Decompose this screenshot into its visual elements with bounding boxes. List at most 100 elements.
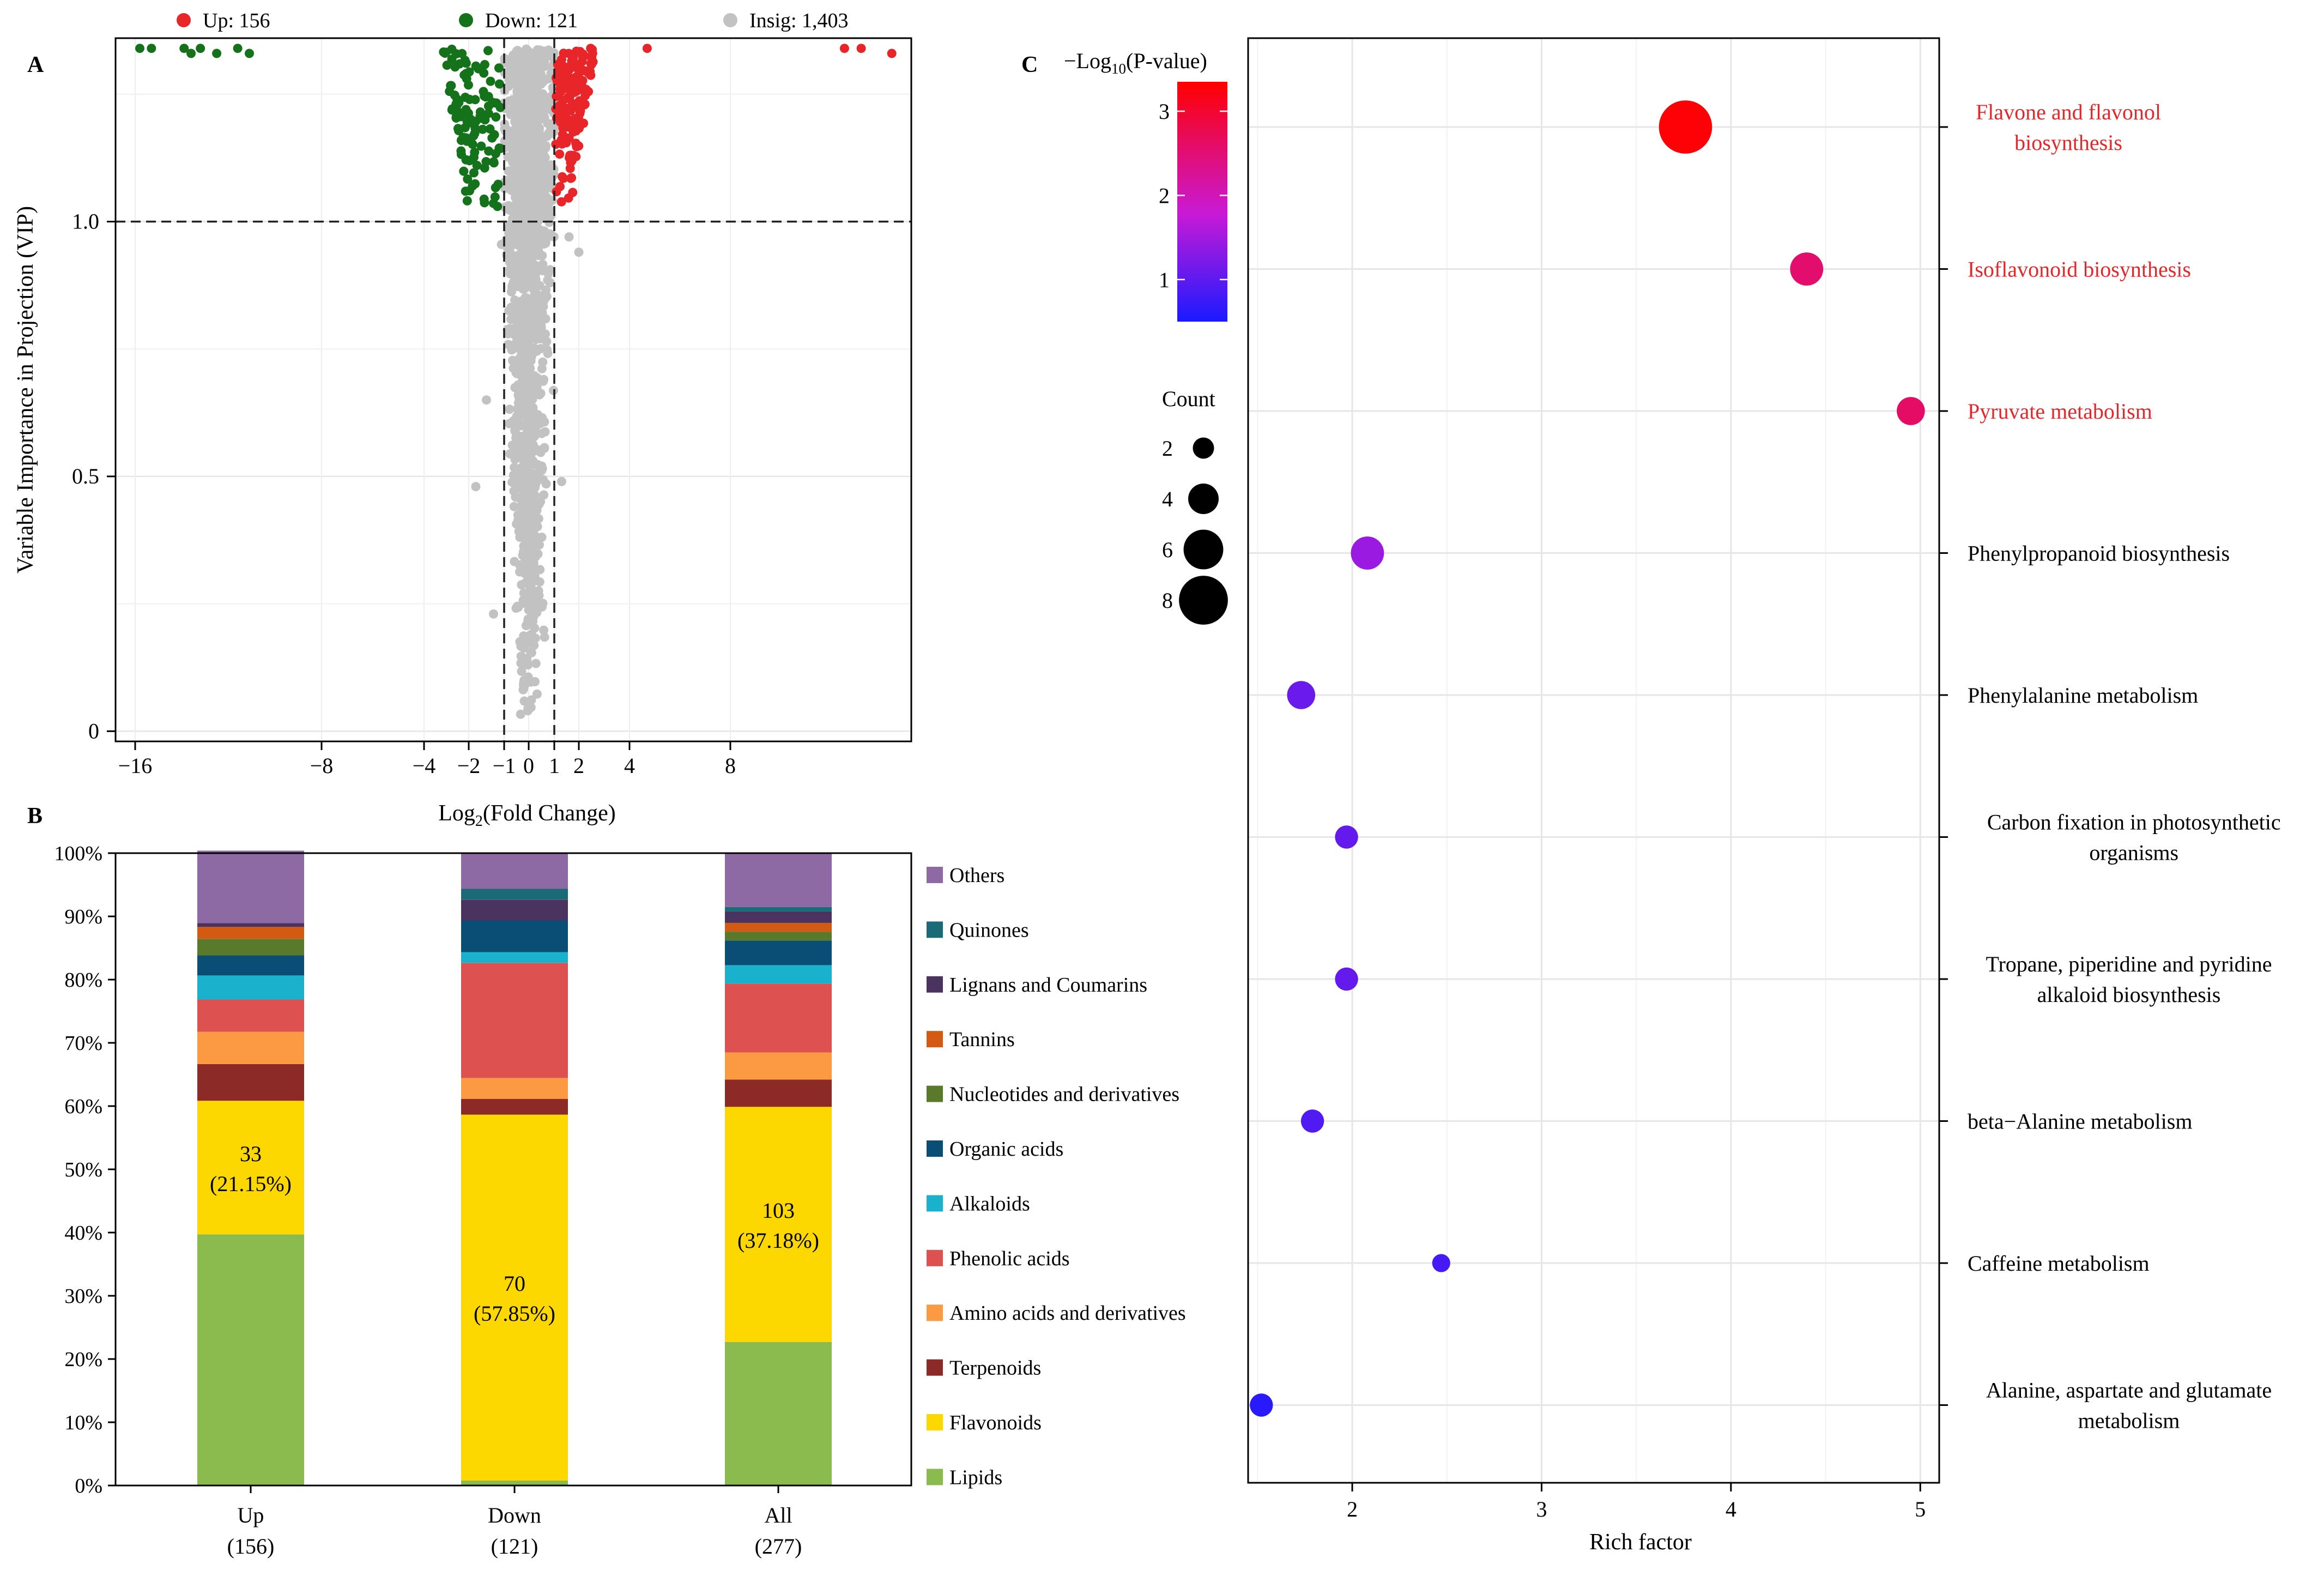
insig-point xyxy=(513,321,523,331)
insig-point xyxy=(531,659,541,668)
bar-annotation-percent: (57.85%) xyxy=(474,1301,555,1326)
volcano-x-tick-label: 2 xyxy=(573,753,584,778)
volcano-x-axis-title: Log2(Fold Change) xyxy=(438,801,615,830)
colorbar-title-rest: (P-value) xyxy=(1126,49,1207,73)
size-legend-label: 2 xyxy=(1162,436,1173,461)
insig-point xyxy=(528,482,537,492)
volcano-x-tick-label: −4 xyxy=(413,753,436,778)
pathway-label: Carbon fixation in photosynthetic organis… xyxy=(1987,810,2281,865)
volcano-x-tick-label: −2 xyxy=(457,753,481,778)
bar-legend: Others Quinones Lignans and Coumarins Tanni… xyxy=(927,864,1186,1489)
insig-point xyxy=(510,152,519,162)
colorbar-title-log: −Log xyxy=(1064,49,1111,73)
insig-point xyxy=(516,642,526,651)
insig-point xyxy=(536,180,546,190)
bar-annotation-count: 70 xyxy=(504,1271,525,1296)
legend-marker-down xyxy=(459,13,473,27)
insig-point xyxy=(489,609,498,619)
volcano-x-tick-label: 0 xyxy=(523,753,534,778)
down-point xyxy=(483,101,493,111)
bar-x-ticks: Up (156) Down (121) All (277) xyxy=(227,1486,802,1559)
pathway-label: Phenylpropanoid biosynthesis xyxy=(1968,541,2230,566)
insig-point xyxy=(482,395,491,405)
up-point xyxy=(887,49,897,58)
x-title-sub: 2 xyxy=(475,813,483,830)
bubble-x-tick-label: 3 xyxy=(1536,1497,1547,1521)
up-point xyxy=(561,114,571,124)
insig-point xyxy=(532,689,542,699)
legend-label: Lipids xyxy=(949,1466,1002,1489)
insig-point xyxy=(519,487,529,497)
insig-point xyxy=(530,677,540,686)
insig-point xyxy=(526,251,536,261)
bar-segment-lipids xyxy=(725,1342,832,1486)
bar-y-tick-label: 50% xyxy=(64,1158,102,1181)
down-point xyxy=(472,161,482,170)
insig-point xyxy=(525,605,535,615)
down-point xyxy=(186,49,196,58)
down-point xyxy=(456,112,465,122)
insig-point xyxy=(527,468,537,478)
bar-y-tick-label: 10% xyxy=(64,1411,102,1434)
down-point xyxy=(495,102,505,112)
bubble-point xyxy=(1300,1109,1324,1133)
up-point xyxy=(839,44,849,53)
legend-marker-insig xyxy=(723,13,737,27)
down-point xyxy=(478,124,487,134)
size-legend-label: 4 xyxy=(1162,487,1173,511)
insig-point xyxy=(515,567,524,577)
insig-point xyxy=(546,195,555,205)
insig-point xyxy=(519,696,529,706)
bubble-x-tick-label: 2 xyxy=(1347,1497,1358,1521)
pathway-label: Tropane, piperidine and pyridine alkaloid… xyxy=(1986,952,2272,1007)
insig-point xyxy=(530,571,540,581)
pathway-label: Pyruvate metabolism xyxy=(1968,399,2152,424)
insig-point xyxy=(535,565,545,575)
bubble-point xyxy=(1790,252,1824,286)
insig-point xyxy=(507,67,517,76)
bar-segment-tannins xyxy=(725,922,832,932)
size-legend-dot xyxy=(1193,437,1214,459)
insig-point xyxy=(508,264,518,274)
bar-segment-phenolic-acids xyxy=(197,999,304,1032)
bar-segment-nucleotides-and-derivatives xyxy=(197,939,304,956)
insig-point xyxy=(522,452,531,462)
pathway-label: Isoflavonoid biosynthesis xyxy=(1968,257,2191,282)
bar-y-tick-label: 0% xyxy=(75,1475,102,1497)
up-point xyxy=(567,61,576,70)
bar-segment-terpenoids xyxy=(197,1064,304,1101)
volcano-x-tick-label: 8 xyxy=(725,753,736,778)
pathway-label: Flavone and flavonol biosynthesis xyxy=(1976,100,2161,155)
colorbar-ticks: 1 2 3 xyxy=(1159,99,1227,292)
insig-point xyxy=(529,641,539,650)
insig-point xyxy=(524,116,534,126)
insig-point xyxy=(510,164,519,174)
insig-point xyxy=(525,616,535,626)
up-point xyxy=(562,122,572,132)
bubble-x-tick-label: 5 xyxy=(1915,1497,1926,1521)
insig-point xyxy=(526,695,536,705)
up-point xyxy=(566,173,576,183)
bubble-points xyxy=(1250,100,1925,1417)
insig-point xyxy=(520,595,530,605)
down-point xyxy=(468,140,477,149)
bar-annotation-count: 103 xyxy=(762,1198,795,1223)
bar-y-tick-label: 20% xyxy=(64,1348,102,1371)
insig-point xyxy=(541,143,550,153)
insig-point xyxy=(521,104,530,114)
bar-segment-terpenoids xyxy=(725,1079,832,1107)
down-point xyxy=(494,63,504,73)
bar-annotation-percent: (21.15%) xyxy=(210,1172,292,1196)
up-point xyxy=(585,67,595,76)
insig-point xyxy=(513,602,523,612)
bar-y-tick-label: 90% xyxy=(64,905,102,928)
bar-segment-quinones xyxy=(725,907,832,911)
bar-annotation-percent: (37.18%) xyxy=(737,1228,819,1253)
insig-point xyxy=(517,667,526,676)
insig-point xyxy=(518,167,528,177)
pathway-label-line: organisms xyxy=(2089,841,2178,865)
up-point xyxy=(552,92,561,101)
volcano-x-tick-label: −8 xyxy=(310,753,334,778)
volcano-x-tick-label: 4 xyxy=(624,753,635,778)
insig-point xyxy=(540,105,550,114)
